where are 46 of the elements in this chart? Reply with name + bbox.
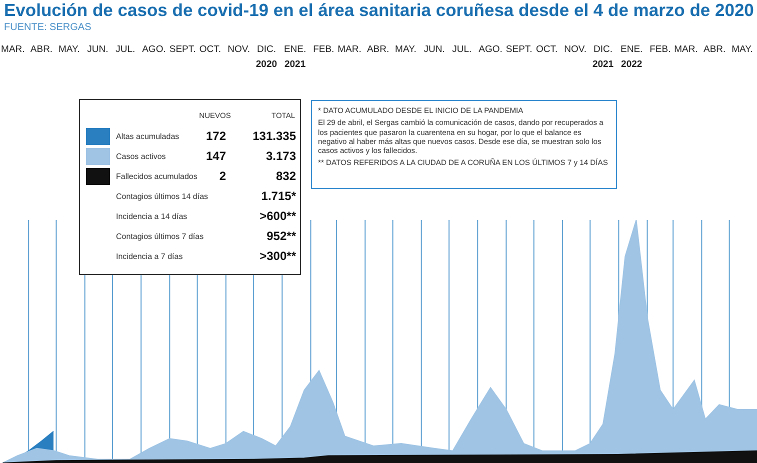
x-tick-label: AGO. xyxy=(142,44,166,55)
x-tick-label: ENE. 2021 xyxy=(284,44,306,70)
x-tick-label: MAR. xyxy=(674,44,698,55)
x-tick-label: ABR. xyxy=(366,44,390,55)
legend-label: Altas acumuladas xyxy=(116,132,180,141)
annotation: Incidencia a 7 días xyxy=(116,252,183,261)
x-tick-label: JUN. xyxy=(87,44,108,55)
x-tick-label: JUL. xyxy=(452,44,472,55)
x-tick-label: DIC. 2020 xyxy=(256,44,278,70)
text: 832 xyxy=(276,169,296,183)
chart-subtitle: FUENTE: SERGAS xyxy=(4,22,92,33)
x-tick-label: MAY. xyxy=(395,44,416,55)
x-tick-label: NOV. xyxy=(228,44,250,55)
annotation: Contagios últimos 7 días xyxy=(116,232,204,241)
x-tick-label: NOV. xyxy=(564,44,587,55)
x-tick-label: MAY. xyxy=(732,44,753,55)
text: 3.173 xyxy=(266,149,296,163)
x-tick-label: DIC. 2021 xyxy=(592,44,614,70)
text: 147 xyxy=(206,149,226,163)
text: 131.335 xyxy=(252,129,296,143)
annotation: >600** xyxy=(260,209,296,223)
text: 172 xyxy=(206,129,226,143)
x-tick-label: JUL. xyxy=(116,44,136,55)
x-tick-label: FEB. xyxy=(313,44,334,55)
x-tick-label: MAR. xyxy=(1,44,25,55)
x-tick-label: OCT. xyxy=(536,44,558,55)
text: Contagios últimos 14 días xyxy=(116,192,208,201)
x-tick-label: ABR. xyxy=(703,44,726,55)
legend-label: Fallecidos acumulados xyxy=(116,172,198,181)
x-tick-label: ENE. 2022 xyxy=(620,44,643,70)
x-tick-label: AGO. xyxy=(478,44,502,55)
annotation: Incidencia a 14 días xyxy=(116,212,188,221)
x-tick-label: FEB. xyxy=(650,44,671,55)
x-tick-label: MAR. xyxy=(338,44,362,55)
annotation: >300** xyxy=(260,249,296,263)
x-tick-label: MAY. xyxy=(58,44,80,55)
legend-label: Casos activos xyxy=(116,152,166,161)
x-tick-label: JUN. xyxy=(424,44,445,55)
x-tick-label: ABR. xyxy=(30,44,53,55)
chart-title: Evolución de casos de covid-19 en el área sanitaria coruñesa desde el 4 de marzo de 2020 xyxy=(4,0,754,21)
x-tick-label: SEPT. xyxy=(169,44,196,55)
x-tick-label: SEPT. xyxy=(506,44,532,55)
text: 2 xyxy=(219,169,226,183)
text: 1.715* xyxy=(261,189,296,203)
annotation: 952** xyxy=(266,229,296,243)
x-tick-label: OCT. xyxy=(199,44,222,55)
